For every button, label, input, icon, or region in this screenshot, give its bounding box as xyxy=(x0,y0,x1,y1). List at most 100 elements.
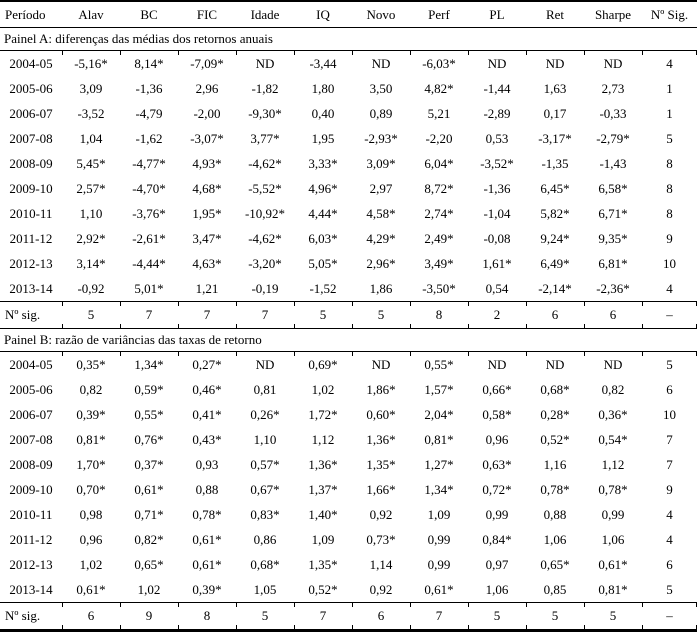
value-cell: 4,63* xyxy=(192,256,222,271)
value-cell: -5,52* xyxy=(248,181,282,196)
column-header: BC xyxy=(120,1,178,28)
value-cell: ND xyxy=(352,50,410,76)
table-row: 2013-14 -0,92 5,01* 1,21 -0,19 -1,52 1,86 -3,50… xyxy=(0,276,697,302)
sig-count-cell: 2 xyxy=(468,301,526,329)
sig-count-cell: – xyxy=(642,301,697,329)
period-cell: 2011-12 xyxy=(9,231,53,246)
value-cell: 2,96 xyxy=(195,81,219,96)
value-cell: -0,33 xyxy=(599,106,627,121)
value-cell: 1,21 xyxy=(195,281,219,296)
period-cell: 2009-10 xyxy=(9,482,53,497)
sig-count-cell: 7 xyxy=(178,301,236,329)
value-cell: 0,53 xyxy=(485,131,509,146)
sig-count-cell: 5 xyxy=(236,602,294,631)
value-cell: 6,45* xyxy=(540,181,570,196)
value-cell: 0,93 xyxy=(195,457,219,472)
value-cell: ND xyxy=(584,351,642,377)
table-row: 2012-13 3,14* -4,44* 4,63* -3,20* 5,05* 2,96* 3… xyxy=(0,251,697,276)
value-cell: -2,20 xyxy=(425,131,453,146)
sig-count-cell: 6 xyxy=(352,602,410,631)
period-cell: 2008-09 xyxy=(9,457,53,472)
period-cell: 2008-09 xyxy=(9,156,53,171)
value-cell: 1,10 xyxy=(79,206,103,221)
sig-count-cell: 5 xyxy=(468,602,526,631)
value-cell: -5,16* xyxy=(62,50,120,76)
value-cell: 0,84* xyxy=(482,532,512,547)
value-cell: 1,63 xyxy=(543,81,567,96)
value-cell: ND xyxy=(526,351,584,377)
value-cell: -1,44 xyxy=(483,81,511,96)
sig-count-cell: 6 xyxy=(584,301,642,329)
value-cell: -3,50* xyxy=(422,281,456,296)
value-cell: 1,09 xyxy=(427,507,451,522)
value-cell: 1,27* xyxy=(424,457,454,472)
value-cell: 1,06 xyxy=(485,582,509,597)
value-cell: 1 xyxy=(666,106,673,121)
value-cell: 1,86* xyxy=(366,382,396,397)
value-cell: 0,82 xyxy=(79,382,103,397)
value-cell: 6,58* xyxy=(598,181,628,196)
value-cell: 0,46* xyxy=(192,382,222,397)
value-cell: 0,85 xyxy=(543,582,567,597)
panel-title-row: Painel B: razão de variâncias das taxas … xyxy=(0,328,697,352)
value-cell: 0,41* xyxy=(192,407,222,422)
period-cell: 2012-13 xyxy=(9,557,53,572)
value-cell: 0,59* xyxy=(134,382,164,397)
value-cell: -7,09* xyxy=(178,50,236,76)
value-cell: 8,14* xyxy=(120,50,178,76)
value-cell: 1,09 xyxy=(311,532,335,547)
value-cell: -3,20* xyxy=(248,256,282,271)
value-cell: 1,61* xyxy=(482,256,512,271)
value-cell: 1,86 xyxy=(369,281,393,296)
value-cell: 6,49* xyxy=(540,256,570,271)
value-cell: 0,98 xyxy=(79,507,103,522)
value-cell: 3,14* xyxy=(76,256,106,271)
value-cell: 0,78* xyxy=(598,482,628,497)
period-cell: 2012-13 xyxy=(9,256,53,271)
panel-title: Painel B: razão de variâncias das taxas … xyxy=(0,328,697,352)
column-header: PL xyxy=(468,1,526,28)
value-cell: -4,62* xyxy=(248,156,282,171)
period-cell: 2006-07 xyxy=(9,407,53,422)
value-cell: -1,52 xyxy=(309,281,337,296)
panel-title-row: Painel A: diferenças das médias dos reto… xyxy=(0,27,697,51)
value-cell: 6,81* xyxy=(598,256,628,271)
value-cell: 10 xyxy=(663,407,676,422)
sig-count-cell: 5 xyxy=(62,301,120,329)
period-cell: 2011-12 xyxy=(9,532,53,547)
table-row: 2006-07 0,39* 0,55* 0,41* 0,26* 1,72* 0,60* 2,0… xyxy=(0,402,697,427)
value-cell: 0,66* xyxy=(482,382,512,397)
value-cell: 0,39* xyxy=(192,582,222,597)
period-cell: 2013-14 xyxy=(9,582,53,597)
value-cell: 10 xyxy=(663,256,676,271)
value-cell: 5,05* xyxy=(308,256,338,271)
column-header: Idade xyxy=(236,1,294,28)
value-cell: -1,36 xyxy=(483,181,511,196)
value-cell: 7 xyxy=(666,432,673,447)
value-cell: 0,97 xyxy=(485,557,509,572)
sig-count-cell: 5 xyxy=(294,301,352,329)
value-cell: -2,89 xyxy=(483,106,511,121)
value-cell: 2,04* xyxy=(424,407,454,422)
value-cell: 1,16 xyxy=(543,457,567,472)
value-cell: 0,61* xyxy=(424,582,454,597)
value-cell: 0,81 xyxy=(253,382,277,397)
value-cell: ND xyxy=(468,351,526,377)
value-cell: 1,36* xyxy=(308,457,338,472)
value-cell: 2,96* xyxy=(366,256,396,271)
period-cell: 2007-08 xyxy=(9,131,53,146)
value-cell: 1,40* xyxy=(308,507,338,522)
value-cell: 0,81* xyxy=(76,432,106,447)
value-cell: 0,36* xyxy=(598,407,628,422)
value-cell: -2,14* xyxy=(538,281,572,296)
value-cell: 9 xyxy=(666,231,673,246)
value-cell: 6 xyxy=(666,557,673,572)
value-cell: 1,04 xyxy=(79,131,103,146)
value-cell: 4 xyxy=(666,532,673,547)
table-row: 2007-08 0,81* 0,76* 0,43* 1,10 1,12 1,36* 0,81*… xyxy=(0,427,697,452)
value-cell: 1 xyxy=(666,81,673,96)
period-cell: 2010-11 xyxy=(9,206,53,221)
value-cell: -0,08 xyxy=(483,231,511,246)
sig-count-cell: 5 xyxy=(352,301,410,329)
value-cell: -0,19 xyxy=(251,281,279,296)
